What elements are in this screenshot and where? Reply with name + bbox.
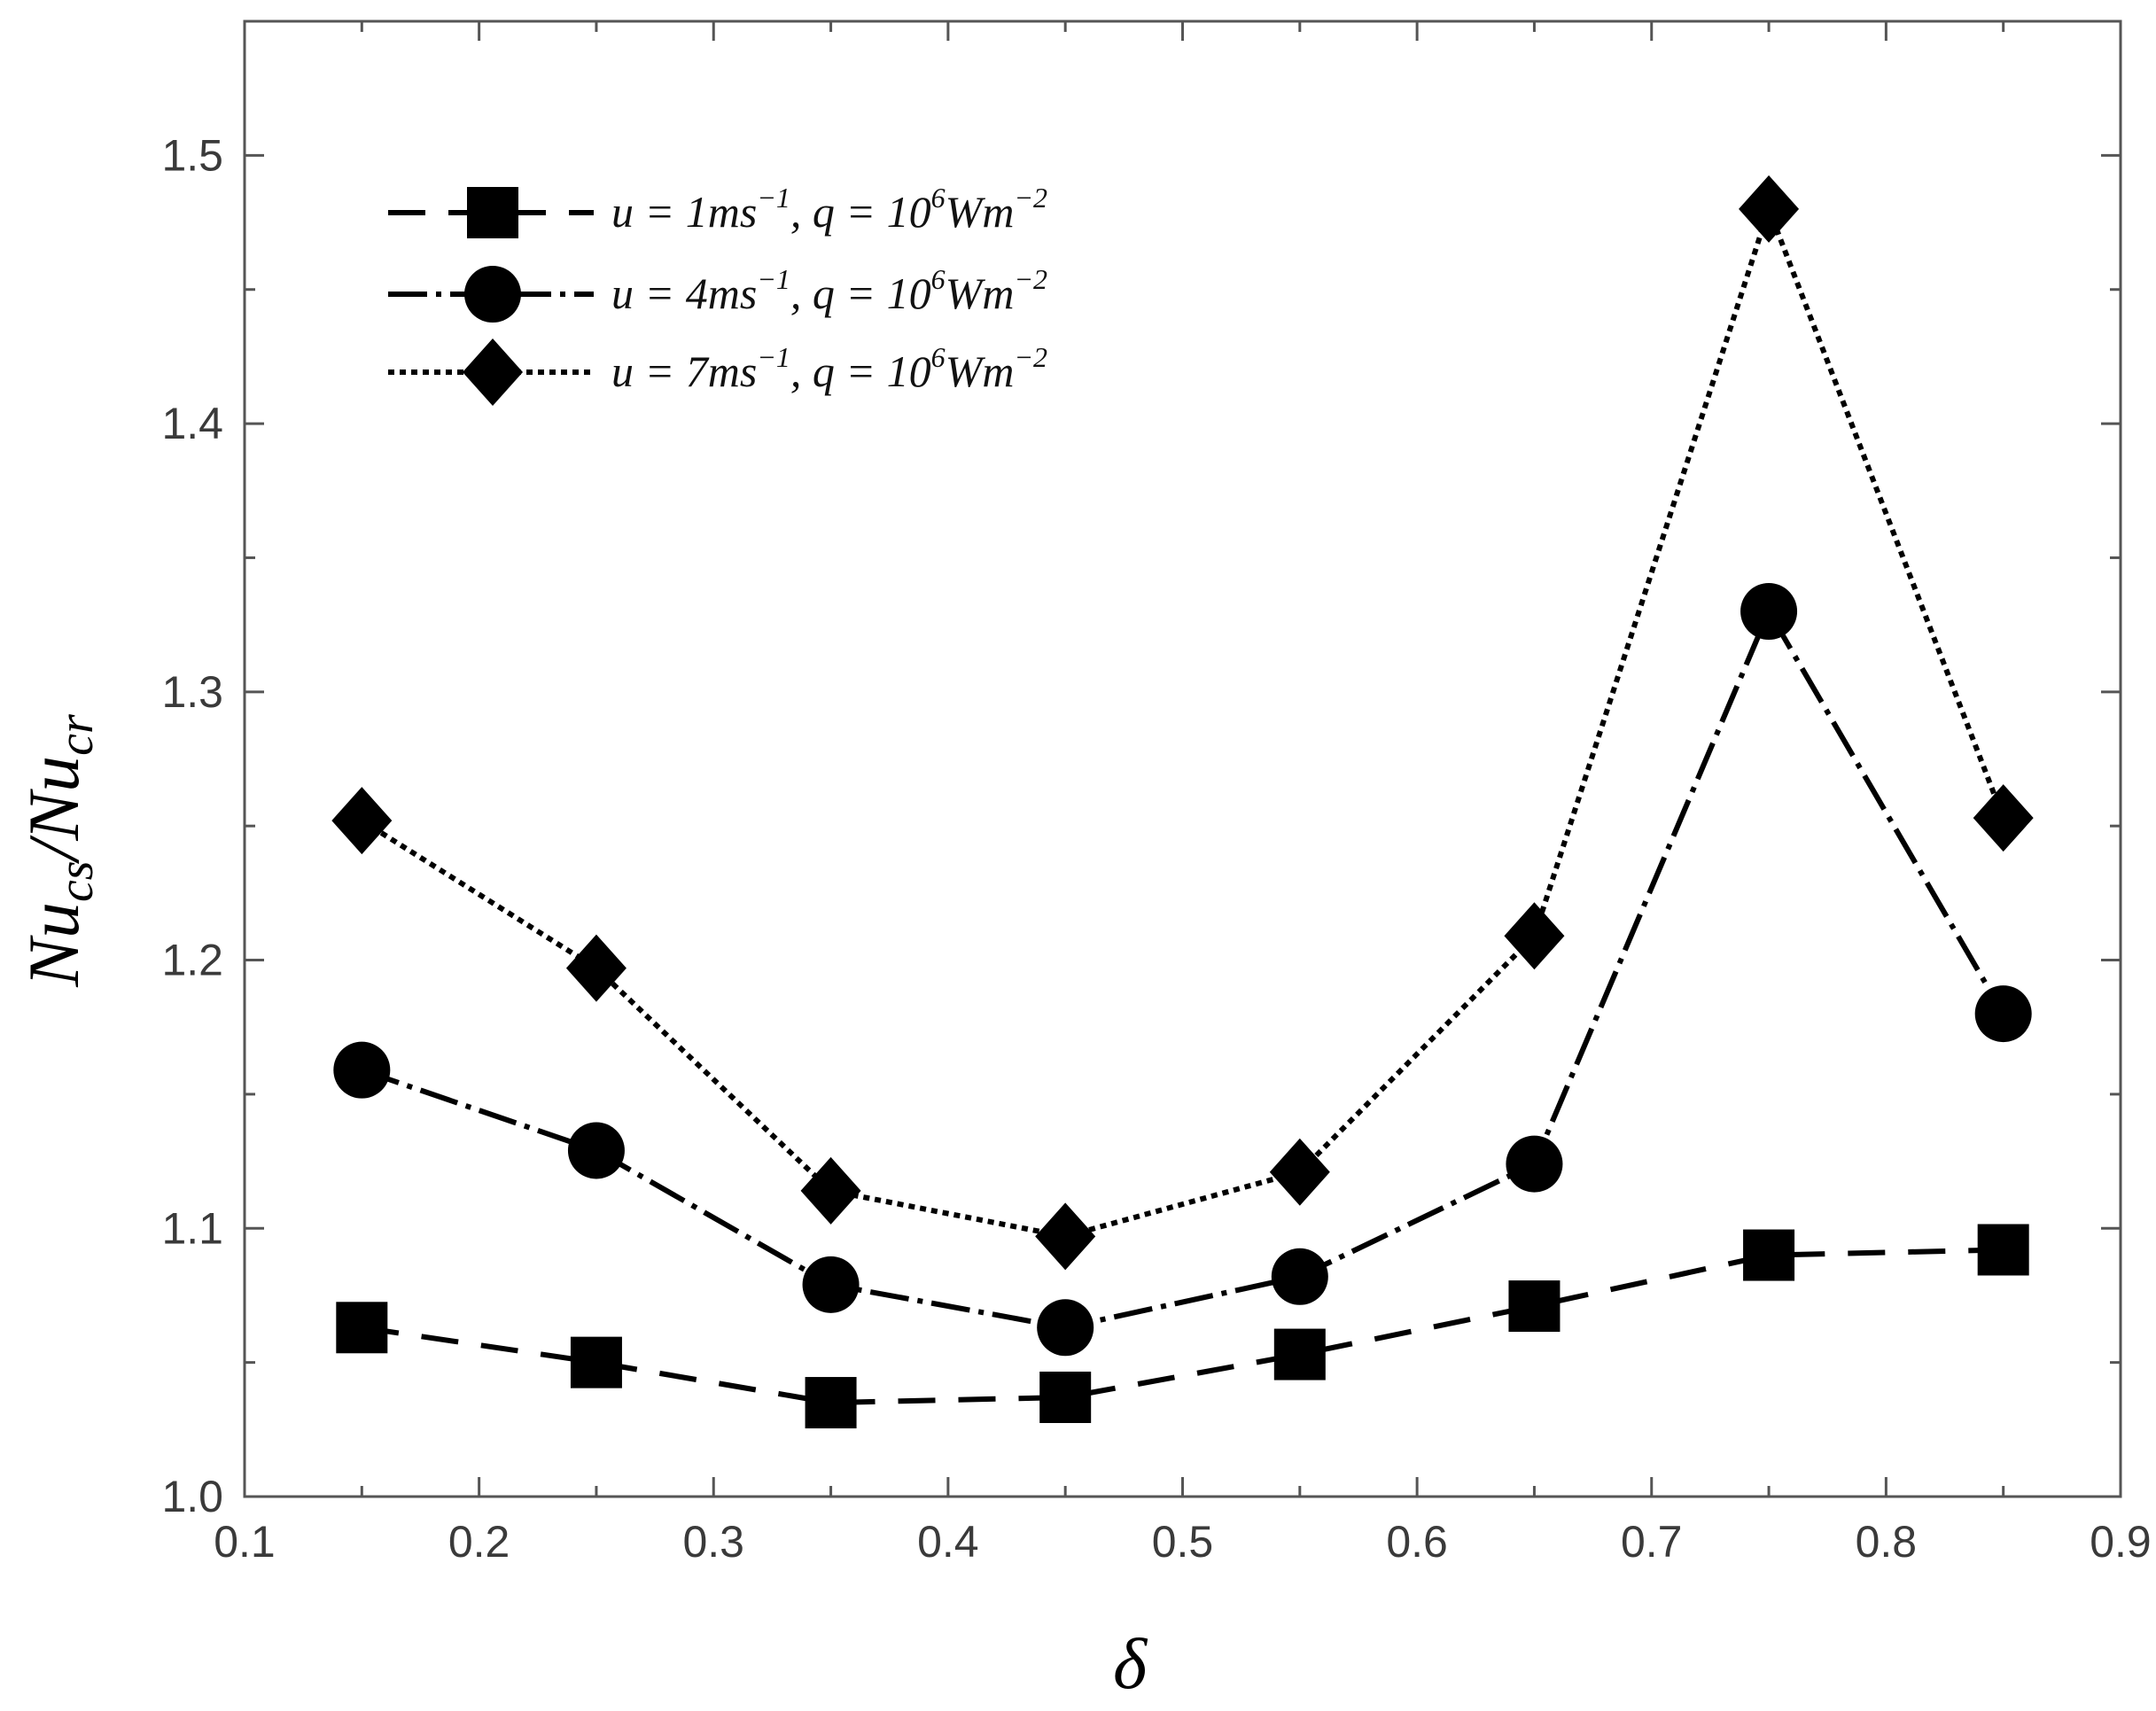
legend-entry-2: u = 4ms−1, q = 106Wm−2 (388, 263, 1047, 323)
series-1-point (1273, 1328, 1326, 1380)
series-3-point (1269, 1138, 1330, 1206)
series-3-point (1973, 784, 2034, 852)
y-axis-label-sub1: cs (49, 860, 104, 902)
series-3-point (331, 787, 393, 855)
series-3-point (565, 934, 627, 1002)
svg-text:Nucs/Nucr: Nucs/Nucr (13, 714, 104, 988)
x-tick-label: 0.1 (214, 1517, 276, 1567)
ticks (243, 19, 2122, 1498)
legend-qexp-2: 6 (931, 263, 946, 295)
x-tick-label: 0.2 (448, 1517, 510, 1567)
y-axis-label-sub2: cr (49, 714, 104, 756)
series-1-point (805, 1377, 857, 1429)
series-line-2 (361, 605, 2006, 1331)
series-3-point (1035, 1202, 1096, 1271)
legend-label-3: u = 7ms−1, q = 106Wm−2 (611, 341, 1047, 396)
x-tick-label: 0.7 (1621, 1517, 1683, 1567)
legend-qexp-1: 6 (931, 182, 946, 214)
legend-label-1: u = 1ms−1, q = 106Wm−2 (611, 182, 1047, 237)
series-2-point (1974, 985, 2032, 1043)
series-line-3 (360, 200, 2006, 1240)
legend-q-3: 10 (887, 346, 931, 396)
x-tick-label: 0.6 (1386, 1517, 1448, 1567)
legend-u-2: 4 (686, 268, 708, 318)
legend-qexp-3: 6 (931, 341, 946, 373)
legend-q-1: 10 (887, 187, 931, 237)
y-axis-label: Nucs/Nucr (13, 714, 104, 988)
series-2-point (1740, 583, 1798, 640)
legend-u-1: 1 (686, 187, 708, 237)
series-1-point (336, 1302, 388, 1354)
series-layer (331, 175, 2034, 1429)
legend-marker-square (467, 187, 518, 238)
x-tick-label: 0.8 (1856, 1517, 1918, 1567)
y-axis-label-mid: /Nu (13, 756, 94, 864)
legend-entry-3: u = 7ms−1, q = 106Wm−2 (388, 338, 1047, 406)
x-tick-label: 0.5 (1152, 1517, 1214, 1567)
y-axis-label-main: Nu (13, 902, 94, 988)
legend-entry-1: u = 1ms−1, q = 106Wm−2 (388, 182, 1047, 238)
series-3-point (800, 1156, 861, 1225)
legend-marker-circle (464, 266, 521, 323)
series-line-1 (361, 1247, 2004, 1406)
legend: u = 1ms−1, q = 106Wm−2 u = 4ms−1, q = 10… (388, 182, 1047, 406)
series-2-point (1037, 1299, 1094, 1357)
series-2-point (333, 1041, 391, 1099)
y-tick-label: 1.0 (161, 1472, 223, 1521)
series-1-point (570, 1336, 622, 1388)
series-3-point (1504, 902, 1565, 970)
y-tick-label: 1.5 (161, 130, 223, 180)
legend-q-2: 10 (887, 268, 931, 318)
x-axis-label: δ (1113, 1623, 1148, 1704)
legend-marker-diamond (463, 338, 523, 406)
series-2-point (567, 1122, 625, 1179)
y-tick-label: 1.1 (161, 1203, 223, 1253)
legend-label-2: u = 4ms−1, q = 106Wm−2 (611, 263, 1047, 318)
series-2-point (802, 1256, 860, 1313)
tick-labels: 0.1 0.2 0.3 0.4 0.5 0.6 0.7 0.8 0.9 1.0 1.1 1.2 1.3 1… (161, 130, 2151, 1567)
series-2-point (1271, 1248, 1328, 1305)
series-1-point (1977, 1224, 2029, 1276)
y-tick-label: 1.4 (161, 399, 223, 448)
plot-frame (243, 19, 2122, 1498)
series-3-point (1739, 175, 1800, 243)
series-1-point (1039, 1371, 1092, 1423)
y-tick-label: 1.3 (161, 667, 223, 717)
series-2-point (1506, 1135, 1563, 1193)
x-tick-label: 0.4 (917, 1517, 979, 1567)
legend-u-3: 7 (686, 346, 710, 396)
series-1-point (1743, 1229, 1795, 1281)
x-tick-label: 0.9 (2090, 1517, 2152, 1567)
y-tick-label: 1.2 (161, 936, 223, 985)
x-tick-label: 0.3 (682, 1517, 744, 1567)
series-1-point (1508, 1280, 1561, 1333)
